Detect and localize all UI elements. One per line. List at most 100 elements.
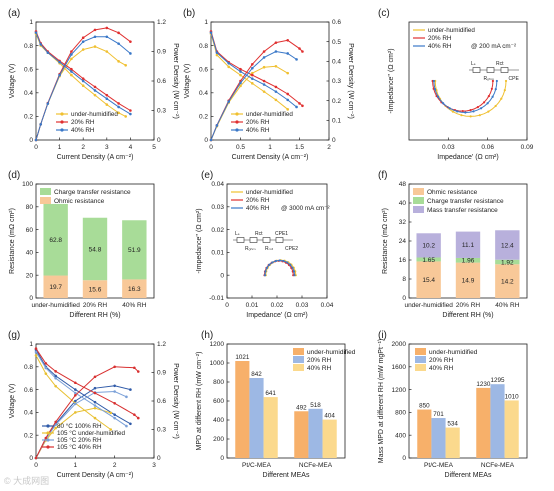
panel-b-voltage-point (251, 82, 254, 85)
panel-i-bar-value: 1010 (505, 393, 520, 400)
panel-b-power-point (215, 124, 219, 127)
panel-a-legend-marker (60, 120, 64, 124)
panel-c-frame (408, 21, 528, 141)
panel-f-bar-segment (455, 262, 481, 298)
panel-g-power-point (129, 388, 132, 391)
panel-c-nyquist-point (432, 79, 436, 83)
panel-g-xtick-label: 3 (152, 462, 156, 469)
panel-a-power-curve (35, 36, 131, 141)
panel-h-ytick-label: 600 (213, 398, 224, 405)
panel-b-voltage-point (301, 104, 304, 108)
panel-a-y2label: Power Density (W cm⁻²) (172, 43, 179, 119)
panel-b-power-point (286, 52, 290, 55)
panel-c-nyquist-point (451, 110, 455, 113)
panel-b-y2tick-label: 0.4 (332, 59, 341, 66)
panel-b-voltage-point (215, 51, 219, 54)
panel-e-legend-label: 20% RH (246, 197, 270, 204)
panel-b-voltage-point (209, 31, 213, 34)
panel-g-y2tick-label: 1.2 (157, 341, 166, 348)
panel-b-voltage-point (274, 98, 278, 102)
panel-d-legend-swatch (40, 197, 51, 204)
panel-a-y2tick-label: 0.3 (157, 108, 166, 115)
panel-g-power-point (93, 375, 97, 379)
panel-a-ylabel: Voltage (V) (9, 64, 16, 99)
panel-f-bar-segment (455, 231, 481, 258)
panel-c-circuit-label: CPE (509, 76, 520, 82)
panel-g-voltage-point (93, 400, 97, 404)
panel-c-nyquist-point (472, 110, 475, 113)
panel-label: (d) (8, 170, 20, 181)
panel-g-ytick-label: 1 (29, 341, 33, 348)
panel-i-bar (431, 418, 446, 458)
panel-g-power-point (54, 423, 57, 427)
panel-c-legend-label: 40% RH (428, 43, 452, 50)
panel-i-category-label: NCFe-MEA (481, 462, 515, 469)
panel-i-legend-swatch (415, 348, 426, 355)
panel-e-circuit-label: Rₘₜ (265, 246, 274, 252)
panel-g-legend-marker (46, 431, 50, 435)
panel-g-voltage-point (133, 413, 136, 416)
panel-d-bar-segment (82, 280, 108, 298)
panel-h-bar (308, 408, 323, 458)
panel-h-legend-swatch (293, 356, 304, 363)
panel-h-legend-swatch (293, 348, 304, 355)
panel-i-bar-value: 701 (433, 411, 444, 418)
panel-f-bar-segment (416, 233, 441, 258)
panel-c-nyquist-point (469, 109, 472, 112)
panel-g-voltage-point (113, 416, 116, 420)
panel-g-voltage-point (54, 384, 57, 388)
panel-label: (h) (201, 330, 213, 341)
panel-b-ytick-label: 1 (204, 19, 208, 26)
panel-a-voltage-point (46, 51, 50, 54)
panel-b-power-point (251, 66, 254, 70)
panel-d-category-label: under-humidified (31, 302, 80, 309)
panel-f-bar-segment (416, 261, 441, 298)
panel-f-bar-segment (455, 257, 481, 263)
panel-c-nyquist-point (500, 97, 503, 100)
panel-a-power-point (105, 26, 109, 30)
panel-f-bar-segment (416, 257, 441, 262)
panel-b-power-point (274, 41, 278, 44)
panel-e-xtick-label: 0.02 (271, 302, 284, 309)
panel-a-voltage-point (81, 77, 85, 80)
panel-a-legend-marker (60, 112, 64, 116)
panel-h-bar-value: 1021 (235, 354, 250, 361)
panel-b-voltage-point (239, 67, 242, 71)
panel-f-category-label: 40% RH (495, 302, 520, 309)
panel-h-xlabel: Different MEAs (263, 472, 310, 479)
panel-label: (e) (201, 170, 213, 181)
panel-a-xtick-label: 1 (58, 144, 62, 151)
panel-h-bar (294, 411, 309, 458)
panel-g-xtick-label: 1 (74, 462, 78, 469)
panel-c-nyquist-point (456, 110, 459, 113)
panel-b-legend-marker (235, 120, 239, 124)
panel-e-xtick-label: 0.01 (246, 302, 259, 309)
panel-b-voltage-point (295, 105, 298, 109)
panel-c-nyquist-arc (433, 80, 498, 113)
panel-b-legend-marker (235, 112, 239, 116)
panel-d-ytick-label: 0 (29, 295, 33, 302)
panel-h-ytick-label: 0 (220, 455, 224, 462)
panel-g-voltage-point (93, 391, 97, 395)
panel-e-nyquist-point (263, 274, 267, 277)
panel-e-xtick-label: 0.04 (321, 302, 334, 309)
panel-f-ylabel: Resistance (mΩ cm²) (382, 208, 389, 274)
panel-c-circuit-label: Rₒₕₘ (484, 76, 495, 82)
panel-a-power-point (81, 40, 85, 43)
panel-i-legend-swatch (415, 356, 426, 363)
panel-c-circuit-element (472, 67, 481, 73)
panel-b-voltage-curve (210, 31, 303, 107)
panel-h-category-label: NCFe-MEA (299, 462, 333, 469)
panel-d-ytick-label: 80 (26, 204, 34, 211)
panel-e-legend-label: under-humidified (246, 189, 293, 196)
panel-e-legend-label: 40% RH (246, 205, 270, 212)
panel-g-voltage-point (93, 404, 97, 407)
panel-i-bar (490, 384, 505, 458)
panel-f-bar-segment (495, 264, 520, 298)
panel-i-ytick-label: 400 (395, 432, 406, 439)
panel-f-ytick-label: 32 (399, 219, 407, 226)
panel-g-voltage-point (44, 372, 48, 375)
panel-f-xlabel: Different RH (%) (442, 312, 493, 319)
panel-d-ylabel: Resistance (mΩ cm²) (9, 208, 16, 274)
panel-c-nyquist-point (469, 115, 472, 118)
